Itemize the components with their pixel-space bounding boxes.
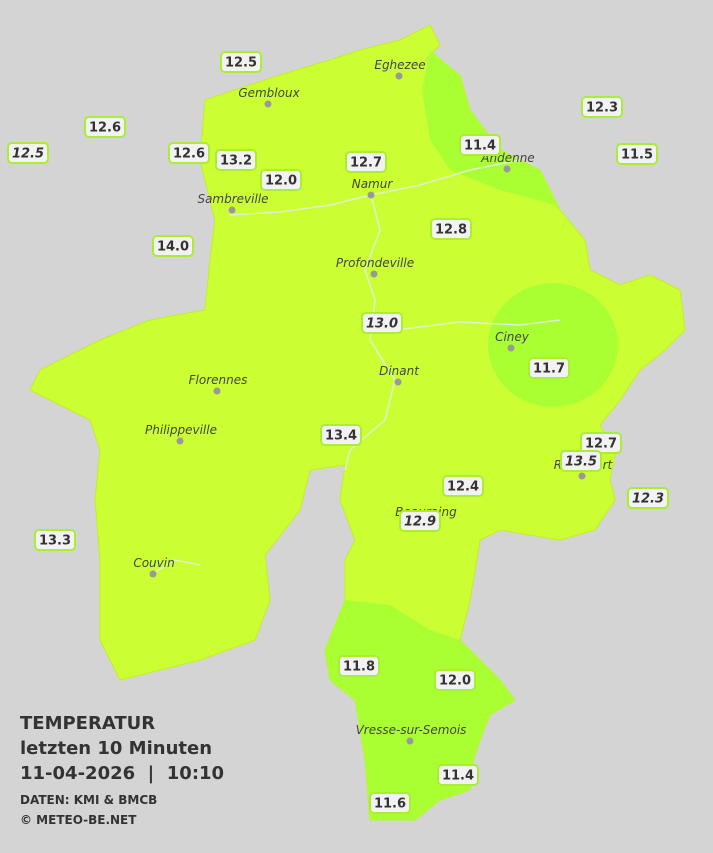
city-dot <box>507 344 515 352</box>
station-value: 12.8 <box>435 223 467 238</box>
station-value: 13.2 <box>220 154 252 169</box>
station-box <box>627 487 669 509</box>
station-value: 14.0 <box>157 240 189 255</box>
city-dot <box>228 206 236 214</box>
station-value: 12.5 <box>225 56 257 71</box>
cooler-zone <box>488 283 618 407</box>
station-box <box>369 792 411 814</box>
city-dot <box>264 100 272 108</box>
station-value: 11.8 <box>343 660 375 675</box>
station-box <box>220 51 262 73</box>
station-value: 12.9 <box>404 515 436 530</box>
station-value: 12.0 <box>265 174 297 189</box>
station-box <box>152 235 194 257</box>
station-value: 11.7 <box>533 362 565 377</box>
station-value: 12.0 <box>439 674 471 689</box>
station-value: 12.6 <box>173 147 205 162</box>
station-box <box>616 143 658 165</box>
city-label: Profondeville <box>336 256 414 270</box>
station-value: 11.4 <box>442 769 474 784</box>
station-box <box>320 424 362 446</box>
station-value: 11.5 <box>621 148 653 163</box>
station-box <box>260 169 302 191</box>
station-value: 13.5 <box>565 455 597 470</box>
station-box <box>338 655 380 677</box>
station-value: 12.7 <box>585 437 617 452</box>
station-value: 13.3 <box>39 534 71 549</box>
city-dot <box>213 387 221 395</box>
station-box <box>345 151 387 173</box>
station-box <box>7 142 49 164</box>
station-value: 12.7 <box>350 156 382 171</box>
station-box <box>437 764 479 786</box>
city-dot <box>395 72 403 80</box>
legend-title: TEMPERATUR <box>20 713 155 734</box>
city-label: Dinant <box>379 364 420 378</box>
city-label: Eghezee <box>374 58 425 72</box>
station-box <box>215 149 257 171</box>
city-dot <box>406 737 414 745</box>
station-box <box>434 669 476 691</box>
legend-datetime: 11-04-2026 | 10:10 <box>20 763 224 784</box>
city-label: Florennes <box>189 373 248 387</box>
legend-source: DATEN: KMI & BMCB <box>20 793 157 807</box>
city-dot <box>370 270 378 278</box>
station-value: 12.5 <box>12 147 44 162</box>
city-label: Philippeville <box>145 423 217 437</box>
station-box <box>430 218 472 240</box>
city-label: Sambreville <box>197 192 268 206</box>
city-label: Vresse-sur-Semois <box>356 723 467 737</box>
station-value: 11.6 <box>374 797 406 812</box>
city-dot <box>176 437 184 445</box>
legend-subtitle: letzten 10 Minuten <box>20 738 212 759</box>
cooler-zone <box>422 50 585 240</box>
station-value: 12.3 <box>586 101 618 116</box>
station-value: 12.4 <box>447 480 479 495</box>
city-dot <box>503 165 511 173</box>
station-value: 12.3 <box>632 492 664 507</box>
city-label: Namur <box>352 177 394 191</box>
station-box <box>528 357 570 379</box>
station-value: 13.0 <box>366 317 398 332</box>
station-value: 11.4 <box>464 139 496 154</box>
station-value: 13.4 <box>325 429 357 444</box>
station-box <box>560 450 602 472</box>
station-value: 12.6 <box>89 121 121 136</box>
city-label: Ciney <box>495 330 530 344</box>
city-label: Couvin <box>133 556 174 570</box>
station-box <box>399 510 441 532</box>
city-dot <box>394 378 402 386</box>
city-label: Gembloux <box>238 86 300 100</box>
station-box <box>84 116 126 138</box>
station-box <box>442 475 484 497</box>
legend: TEMPERATUR letzten 10 Minuten 11-04-2026… <box>20 713 224 827</box>
station-box <box>361 312 403 334</box>
legend-copyright: © METEO-BE.NET <box>20 813 137 827</box>
station-box <box>459 134 501 156</box>
city-dot <box>578 472 586 480</box>
station-box <box>34 529 76 551</box>
city-dot <box>149 570 157 578</box>
city-dot <box>367 191 375 199</box>
station-box <box>581 96 623 118</box>
station-box <box>168 142 210 164</box>
